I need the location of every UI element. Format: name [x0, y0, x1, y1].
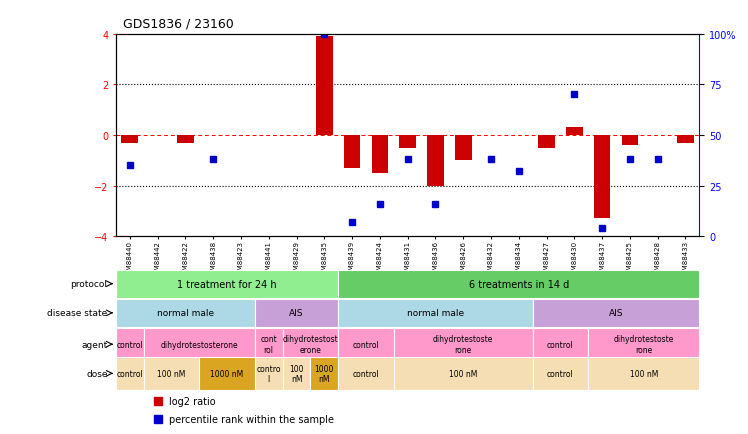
- Text: dihydrotestost
erone: dihydrotestost erone: [283, 335, 338, 354]
- Text: cont
rol: cont rol: [260, 335, 277, 354]
- Bar: [144, 357, 199, 390]
- Text: 100 nM: 100 nM: [630, 369, 658, 378]
- Text: control: control: [352, 369, 379, 378]
- Bar: [255, 357, 283, 390]
- Bar: [177, 135, 194, 143]
- Bar: [310, 357, 338, 390]
- Text: percentile rank within the sample: percentile rank within the sample: [169, 414, 334, 424]
- Bar: [533, 299, 699, 327]
- Text: agent: agent: [82, 340, 108, 349]
- Text: dihydrotestoste
rone: dihydrotestoste rone: [613, 335, 674, 354]
- Text: disease state: disease state: [47, 309, 108, 318]
- Bar: [283, 328, 338, 361]
- Text: control: control: [547, 340, 574, 349]
- Bar: [255, 299, 338, 327]
- Bar: [144, 328, 255, 361]
- Bar: [338, 270, 699, 298]
- Bar: [588, 328, 699, 361]
- Text: dihydrotestoste
rone: dihydrotestoste rone: [433, 335, 494, 354]
- Text: control: control: [547, 369, 574, 378]
- Bar: [539, 135, 555, 148]
- Text: protocol: protocol: [70, 279, 108, 289]
- Text: control: control: [117, 369, 143, 378]
- Text: dose: dose: [86, 369, 108, 378]
- Bar: [533, 328, 588, 361]
- Text: 1000 nM: 1000 nM: [210, 369, 244, 378]
- Bar: [588, 357, 699, 390]
- Text: log2 ratio: log2 ratio: [169, 397, 215, 407]
- Bar: [344, 135, 361, 168]
- Bar: [566, 128, 583, 135]
- Text: control: control: [352, 340, 379, 349]
- Bar: [677, 135, 694, 143]
- Bar: [121, 135, 138, 143]
- Bar: [338, 357, 393, 390]
- Text: 100 nM: 100 nM: [157, 369, 186, 378]
- Text: 1 treatment for 24 h: 1 treatment for 24 h: [177, 279, 277, 289]
- Bar: [372, 135, 388, 174]
- Bar: [283, 357, 310, 390]
- Bar: [255, 328, 283, 361]
- Text: contro
l: contro l: [257, 364, 281, 383]
- Bar: [338, 328, 393, 361]
- Text: AIS: AIS: [609, 309, 623, 318]
- Bar: [594, 135, 610, 219]
- Text: normal male: normal male: [157, 309, 214, 318]
- Bar: [455, 135, 471, 161]
- Text: 100 nM: 100 nM: [449, 369, 477, 378]
- Bar: [199, 357, 255, 390]
- Text: GDS1836 / 23160: GDS1836 / 23160: [123, 17, 234, 30]
- Bar: [116, 357, 144, 390]
- Bar: [399, 135, 416, 148]
- Bar: [393, 328, 533, 361]
- Text: AIS: AIS: [289, 309, 304, 318]
- Text: 6 treatments in 14 d: 6 treatments in 14 d: [469, 279, 569, 289]
- Bar: [622, 135, 638, 146]
- Bar: [316, 37, 333, 135]
- Bar: [427, 135, 444, 186]
- Text: 100
nM: 100 nM: [289, 364, 304, 383]
- Text: dihydrotestosterone: dihydrotestosterone: [161, 340, 238, 349]
- Bar: [393, 357, 533, 390]
- Text: 1000
nM: 1000 nM: [315, 364, 334, 383]
- Bar: [338, 299, 533, 327]
- Text: normal male: normal male: [407, 309, 464, 318]
- Bar: [116, 299, 255, 327]
- Bar: [116, 270, 338, 298]
- Text: control: control: [117, 340, 143, 349]
- Bar: [116, 328, 144, 361]
- Bar: [533, 357, 588, 390]
